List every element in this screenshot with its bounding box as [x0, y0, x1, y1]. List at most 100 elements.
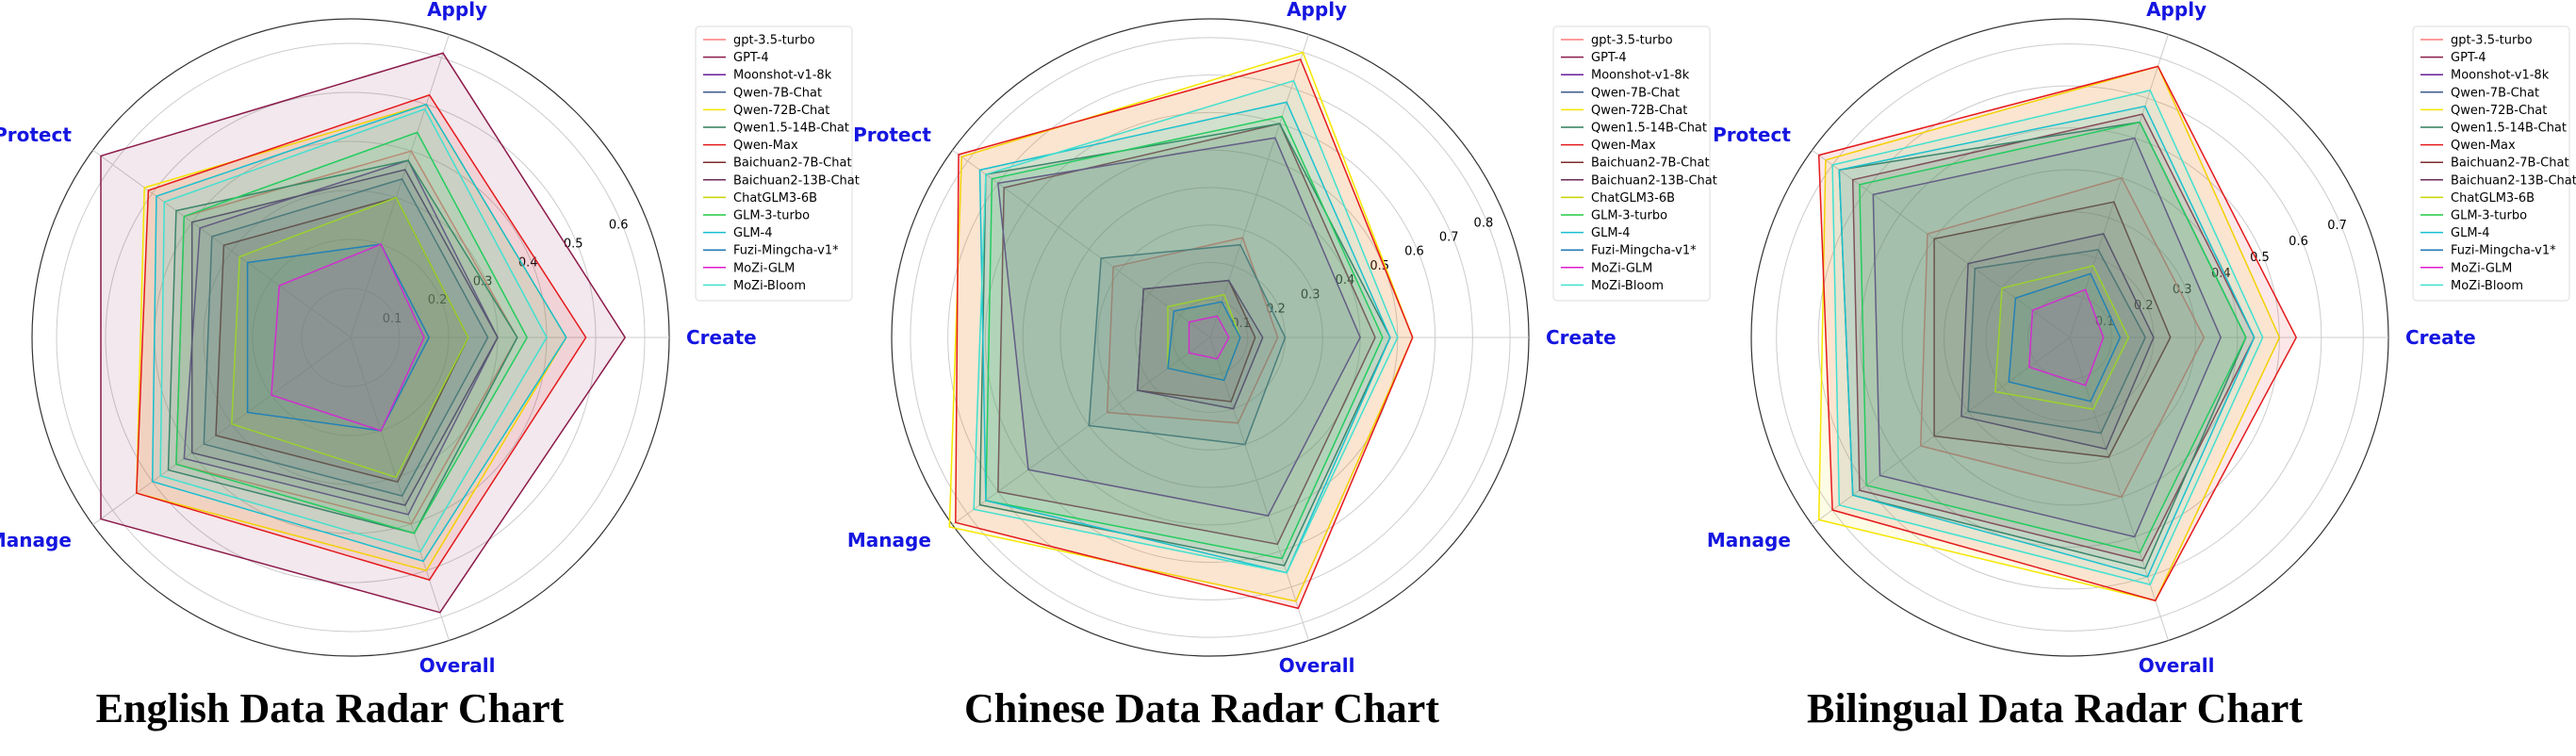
legend-entry-qwen-72b-chat: Qwen-72B-Chat [1591, 104, 1687, 118]
legend-entry-glm-3-turbo: GLM-3-turbo [1591, 209, 1667, 223]
legend-entry-gpt-3-5-turbo: gpt-3.5-turbo [733, 34, 815, 48]
axis-label-create: Create [686, 326, 757, 349]
legend-entry-qwen1-5-14b-chat: Qwen1.5-14B-Chat [1591, 122, 1707, 136]
series-polygon-qwen-max [955, 58, 1414, 610]
axis-label-create: Create [1546, 326, 1616, 349]
radial-tick-label: 0.4 [1336, 273, 1355, 288]
radial-tick-label: 0.6 [609, 219, 629, 233]
series-polygon-baichuan2-13b-chat [1961, 233, 2155, 451]
legend-entry-qwen1-5-14b-chat: Qwen1.5-14B-Chat [733, 122, 849, 136]
legend-entry-fuzi-mingcha-v1: Fuzi-Mingcha-v1* [1591, 244, 1697, 258]
series-polygon-chatglm3-6b [231, 196, 469, 479]
legend-entry-baichuan2-7b-chat: Baichuan2-7B-Chat [2451, 156, 2569, 171]
radar-spoke [350, 34, 450, 338]
radial-tick-label: 0.2 [1266, 303, 1286, 317]
legend-entry-qwen-7b-chat: Qwen-7B-Chat [1591, 86, 1680, 100]
axis-label-apply: Apply [1287, 0, 1347, 21]
legend-entry-mozi-glm: MoZi-GLM [1591, 261, 1652, 275]
series-polygon-moonshot-v1-8k [183, 159, 499, 516]
axis-label-overall: Overall [1279, 654, 1355, 677]
series-polygon-fuzi-mingcha-v1 [246, 243, 431, 432]
series-polygon-gpt-3-5-turbo [175, 150, 518, 525]
series-polygon-mozi-glm [271, 243, 425, 432]
series-polygon-mozi-glm [2028, 288, 2105, 386]
legend-entry-baichuan2-13b-chat: Baichuan2-13B-Chat [2451, 173, 2576, 188]
legend-entry-moonshot-v1-8k: Moonshot-v1-8k [1591, 69, 1690, 83]
legend-entry-gpt-4: GPT-4 [2451, 51, 2486, 65]
legend-entry-qwen-72b-chat: Qwen-72B-Chat [733, 104, 829, 118]
legend-entry-glm-4: GLM-4 [733, 226, 773, 240]
series-polygon-mozi-bloom [1831, 89, 2264, 586]
series-polygon-glm-3-turbo [1859, 121, 2247, 554]
series-polygon-gpt-3-5-turbo [1106, 237, 1279, 424]
radar-spoke [92, 149, 352, 338]
legend-entry-mozi-bloom: MoZi-Bloom [1591, 279, 1664, 293]
legend-entry-glm-4: GLM-4 [1591, 226, 1631, 240]
series-polygon-gpt-4 [100, 52, 627, 614]
axis-label-protect: Protect [0, 123, 72, 146]
radar-chart-chinese: 0.10.20.30.40.50.60.70.8ApplyCreateOvera… [847, 0, 1717, 731]
legend-box [1552, 25, 1711, 302]
axis-label-apply: Apply [2146, 0, 2207, 21]
legend-entry-mozi-bloom: MoZi-Bloom [2451, 279, 2523, 293]
legend-entry-fuzi-mingcha-v1: Fuzi-Mingcha-v1* [2451, 244, 2556, 258]
legend-entry-gpt-4: GPT-4 [1591, 51, 1627, 65]
radial-tick-label: 0.8 [1474, 216, 1494, 230]
radar-spoke [1812, 337, 2071, 526]
axis-label-apply: Apply [427, 0, 487, 21]
legend-entry-moonshot-v1-8k: Moonshot-v1-8k [2451, 69, 2550, 83]
radar-spoke [2069, 337, 2169, 641]
legend-entry-qwen-max: Qwen-Max [733, 139, 798, 153]
legend-entry-glm-4: GLM-4 [2451, 226, 2490, 240]
series-polygon-baichuan2-7b-chat [1933, 201, 2172, 458]
legend-entry-baichuan2-7b-chat: Baichuan2-7B-Chat [1591, 156, 1710, 171]
chart-title: Chinese Data Radar Chart [964, 685, 1439, 731]
legend-entry-qwen-7b-chat: Qwen-7B-Chat [2451, 86, 2539, 100]
legend-entry-gpt-4: GPT-4 [733, 51, 769, 65]
legend-entry-baichuan2-13b-chat: Baichuan2-13B-Chat [1591, 173, 1717, 188]
series-polygon-mozi-bloom [159, 107, 548, 553]
legend-entry-chatglm3-6b: ChatGLM3-6B [733, 191, 817, 205]
legend-entry-fuzi-mingcha-v1: Fuzi-Mingcha-v1* [733, 244, 839, 258]
series-polygon-glm-3-turbo [985, 115, 1384, 560]
legend-entry-moonshot-v1-8k: Moonshot-v1-8k [733, 69, 832, 83]
axis-label-overall: Overall [2139, 654, 2215, 677]
axis-label-manage: Manage [1707, 529, 1791, 551]
series-polygon-gpt-4 [1851, 113, 2256, 562]
legend-entry-qwen-72b-chat: Qwen-72B-Chat [2451, 104, 2547, 118]
series-polygon-gpt-4 [997, 123, 1376, 546]
legend-entry-chatglm3-6b: ChatGLM3-6B [1591, 191, 1675, 205]
radar-spoke [1209, 337, 1309, 641]
series-polygon-mozi-bloom [973, 79, 1399, 574]
series-polygon-glm-4 [978, 101, 1391, 574]
legend-entry-glm-3-turbo: GLM-3-turbo [2451, 209, 2527, 223]
legend-entry-qwen-7b-chat: Qwen-7B-Chat [733, 86, 822, 100]
legend-entry-chatglm3-6b: ChatGLM3-6B [2451, 191, 2535, 205]
radial-tick-label: 0.6 [1404, 245, 1424, 259]
radar-spoke [350, 337, 450, 641]
series-polygon-baichuan2-13b-chat [190, 169, 499, 506]
series-polygon-qwen-72b-chat [1817, 65, 2281, 602]
radial-tick-label: 0.7 [1439, 230, 1459, 244]
legend-box [695, 25, 853, 302]
axis-label-overall: Overall [419, 654, 496, 677]
radial-tick-label: 0.6 [2289, 235, 2308, 249]
legend-entry-qwen-max: Qwen-Max [1591, 139, 1656, 153]
series-polygon-fuzi-mingcha-v1 [1167, 301, 1241, 382]
legend-entry-baichuan2-13b-chat: Baichuan2-13B-Chat [733, 173, 860, 188]
radial-tick-label: 0.2 [428, 293, 448, 307]
legend-box [2412, 25, 2570, 302]
radar-chart-english: 0.10.20.30.40.50.6ApplyCreateOverallMana… [0, 0, 860, 731]
radial-tick-label: 0.5 [2250, 251, 2270, 265]
legend-entry-mozi-glm: MoZi-GLM [2451, 261, 2512, 275]
axis-label-protect: Protect [1713, 123, 1791, 146]
radar-spoke [2069, 34, 2169, 338]
legend-entry-qwen-max: Qwen-Max [2451, 139, 2516, 153]
axis-label-manage: Manage [847, 529, 931, 551]
legend-entry-mozi-bloom: MoZi-Bloom [733, 279, 806, 293]
series-polygon-qwen1-5-14b-chat [167, 159, 518, 534]
chart-title: Bilingual Data Radar Chart [1807, 685, 2303, 731]
radar-spoke [1812, 149, 2071, 338]
legend-entry-mozi-glm: MoZi-GLM [733, 261, 795, 275]
